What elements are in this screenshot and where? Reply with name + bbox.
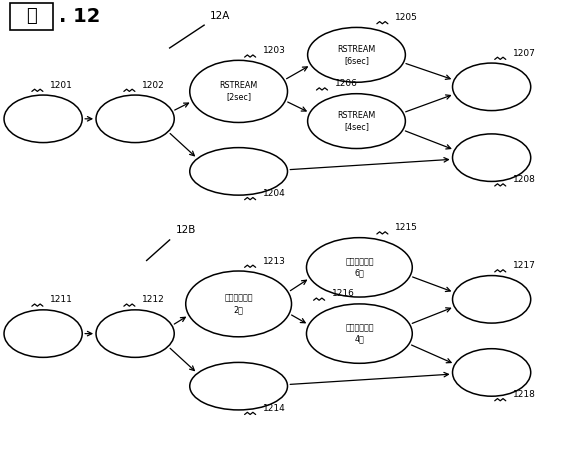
Ellipse shape xyxy=(453,63,531,111)
Ellipse shape xyxy=(306,238,412,297)
Ellipse shape xyxy=(453,276,531,323)
Text: 1207: 1207 xyxy=(513,48,536,58)
Text: 1211: 1211 xyxy=(50,295,73,304)
Ellipse shape xyxy=(453,349,531,396)
Text: 1206: 1206 xyxy=(335,79,358,88)
Ellipse shape xyxy=(96,310,174,357)
Text: 1201: 1201 xyxy=(50,80,73,90)
Ellipse shape xyxy=(190,148,288,195)
Ellipse shape xyxy=(190,362,288,410)
Text: 1204: 1204 xyxy=(263,189,286,198)
Text: 12A: 12A xyxy=(210,11,230,21)
Ellipse shape xyxy=(453,134,531,181)
Text: . 12: . 12 xyxy=(59,7,101,26)
Text: 許容送信間隔
4秒: 許容送信間隔 4秒 xyxy=(345,324,374,344)
Text: 図: 図 xyxy=(26,7,37,26)
Text: 1214: 1214 xyxy=(263,404,286,413)
Ellipse shape xyxy=(190,60,288,122)
Ellipse shape xyxy=(308,27,405,82)
Text: 1218: 1218 xyxy=(513,390,536,399)
Ellipse shape xyxy=(4,95,82,143)
Ellipse shape xyxy=(308,94,405,149)
Ellipse shape xyxy=(186,271,292,337)
Text: 1203: 1203 xyxy=(263,46,286,55)
Text: 1205: 1205 xyxy=(395,13,418,22)
Text: 許容送信間隔
6秒: 許容送信間隔 6秒 xyxy=(345,257,374,277)
Text: 許容送信間隔
2秒: 許容送信間隔 2秒 xyxy=(224,294,253,314)
Ellipse shape xyxy=(96,95,174,143)
Text: 1208: 1208 xyxy=(513,175,536,184)
Ellipse shape xyxy=(306,304,412,363)
Text: 1212: 1212 xyxy=(142,295,165,304)
Text: 1202: 1202 xyxy=(142,80,165,90)
Text: 1216: 1216 xyxy=(332,289,355,298)
Ellipse shape xyxy=(4,310,82,357)
Text: RSTREAM
[6sec]: RSTREAM [6sec] xyxy=(338,45,375,65)
FancyBboxPatch shape xyxy=(10,3,53,30)
Text: 1213: 1213 xyxy=(263,256,286,266)
Text: 12B: 12B xyxy=(175,225,196,235)
Text: RSTREAM
[4sec]: RSTREAM [4sec] xyxy=(338,111,375,131)
Text: 1215: 1215 xyxy=(395,223,418,232)
Text: RSTREAM
[2sec]: RSTREAM [2sec] xyxy=(220,81,258,101)
Text: 1217: 1217 xyxy=(513,261,536,270)
